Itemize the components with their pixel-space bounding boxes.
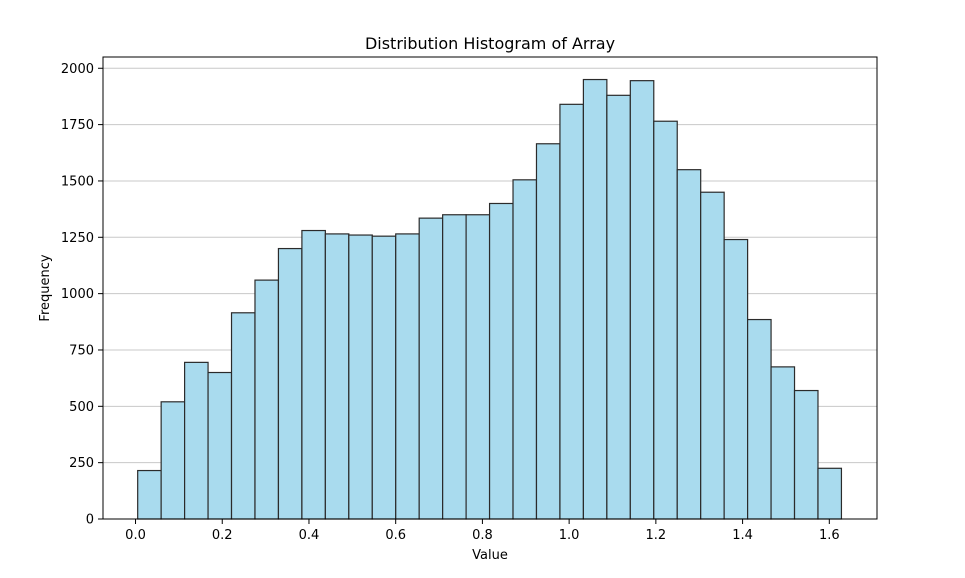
x-tick-label-6: 1.2 bbox=[646, 528, 667, 543]
x-tick-label-0: 0.0 bbox=[125, 528, 146, 543]
histogram-bar-14 bbox=[465, 214, 491, 520]
x-tick-label-8: 1.6 bbox=[819, 528, 840, 543]
histogram-bar-7 bbox=[301, 229, 326, 520]
x-axis-ticks: 0.0 0.2 0.4 0.6 0.8 1.0 1.2 1.4 1.6 bbox=[125, 519, 840, 543]
x-tick-label-3: 0.6 bbox=[385, 528, 406, 543]
y-axis-label: Frequency bbox=[38, 254, 53, 321]
y-tick-label-8: 2000 bbox=[61, 62, 94, 77]
histogram-bar-21 bbox=[629, 80, 655, 520]
y-tick-label-4: 1000 bbox=[61, 287, 94, 302]
histogram-bar-15 bbox=[488, 202, 514, 520]
histogram-bar-6 bbox=[277, 247, 303, 520]
histogram-bar-12 bbox=[418, 217, 444, 520]
x-tick-label-7: 1.4 bbox=[732, 528, 753, 543]
histogram-bar-9 bbox=[348, 234, 373, 520]
y-tick-label-1: 250 bbox=[69, 456, 94, 471]
x-tick-label-4: 0.8 bbox=[472, 528, 493, 543]
histogram-bar-0 bbox=[137, 469, 162, 520]
y-tick-label-7: 1750 bbox=[61, 118, 94, 133]
plot-frame bbox=[102, 56, 878, 520]
histogram-bar-25 bbox=[723, 238, 749, 520]
histogram-bar-10 bbox=[371, 235, 397, 520]
histogram-bar-2 bbox=[184, 361, 209, 520]
histogram-bar-26 bbox=[747, 318, 772, 520]
y-tick-label-3: 750 bbox=[69, 343, 94, 358]
histogram-bar-3 bbox=[207, 371, 233, 520]
histogram-bar-20 bbox=[606, 94, 631, 520]
y-tick-label-2: 500 bbox=[69, 400, 94, 415]
histogram-bar-1 bbox=[160, 401, 186, 520]
y-tick-label-0: 0 bbox=[86, 513, 94, 528]
histogram-bar-27 bbox=[770, 366, 796, 520]
histogram-bar-5 bbox=[254, 279, 280, 520]
y-tick-label-6: 1500 bbox=[61, 174, 94, 189]
x-tick-label-2: 0.4 bbox=[299, 528, 320, 543]
y-axis-ticks: 0 250 500 750 1000 1250 1500 1750 2000 bbox=[61, 62, 103, 528]
x-tick-label-5: 1.0 bbox=[559, 528, 580, 543]
x-tick-label-1: 0.2 bbox=[212, 528, 233, 543]
histogram-bar-24 bbox=[700, 191, 725, 520]
histogram-bar-16 bbox=[512, 179, 538, 520]
y-tick-label-5: 1250 bbox=[61, 231, 94, 246]
histogram-bar-29 bbox=[817, 467, 843, 520]
histogram-bar-23 bbox=[676, 169, 702, 520]
chart-title: Distribution Histogram of Array bbox=[365, 34, 615, 53]
histogram-bars bbox=[137, 78, 843, 520]
histogram-bar-19 bbox=[582, 78, 608, 520]
histogram-bar-11 bbox=[395, 233, 420, 520]
histogram-bar-22 bbox=[653, 120, 678, 520]
x-axis-label: Value bbox=[472, 548, 508, 563]
histogram-bar-13 bbox=[442, 214, 467, 520]
histogram-bar-8 bbox=[324, 233, 350, 520]
histogram-bar-17 bbox=[535, 143, 561, 520]
histogram-bar-28 bbox=[793, 389, 819, 520]
histogram-bar-4 bbox=[230, 312, 256, 520]
histogram-bar-18 bbox=[559, 103, 585, 520]
